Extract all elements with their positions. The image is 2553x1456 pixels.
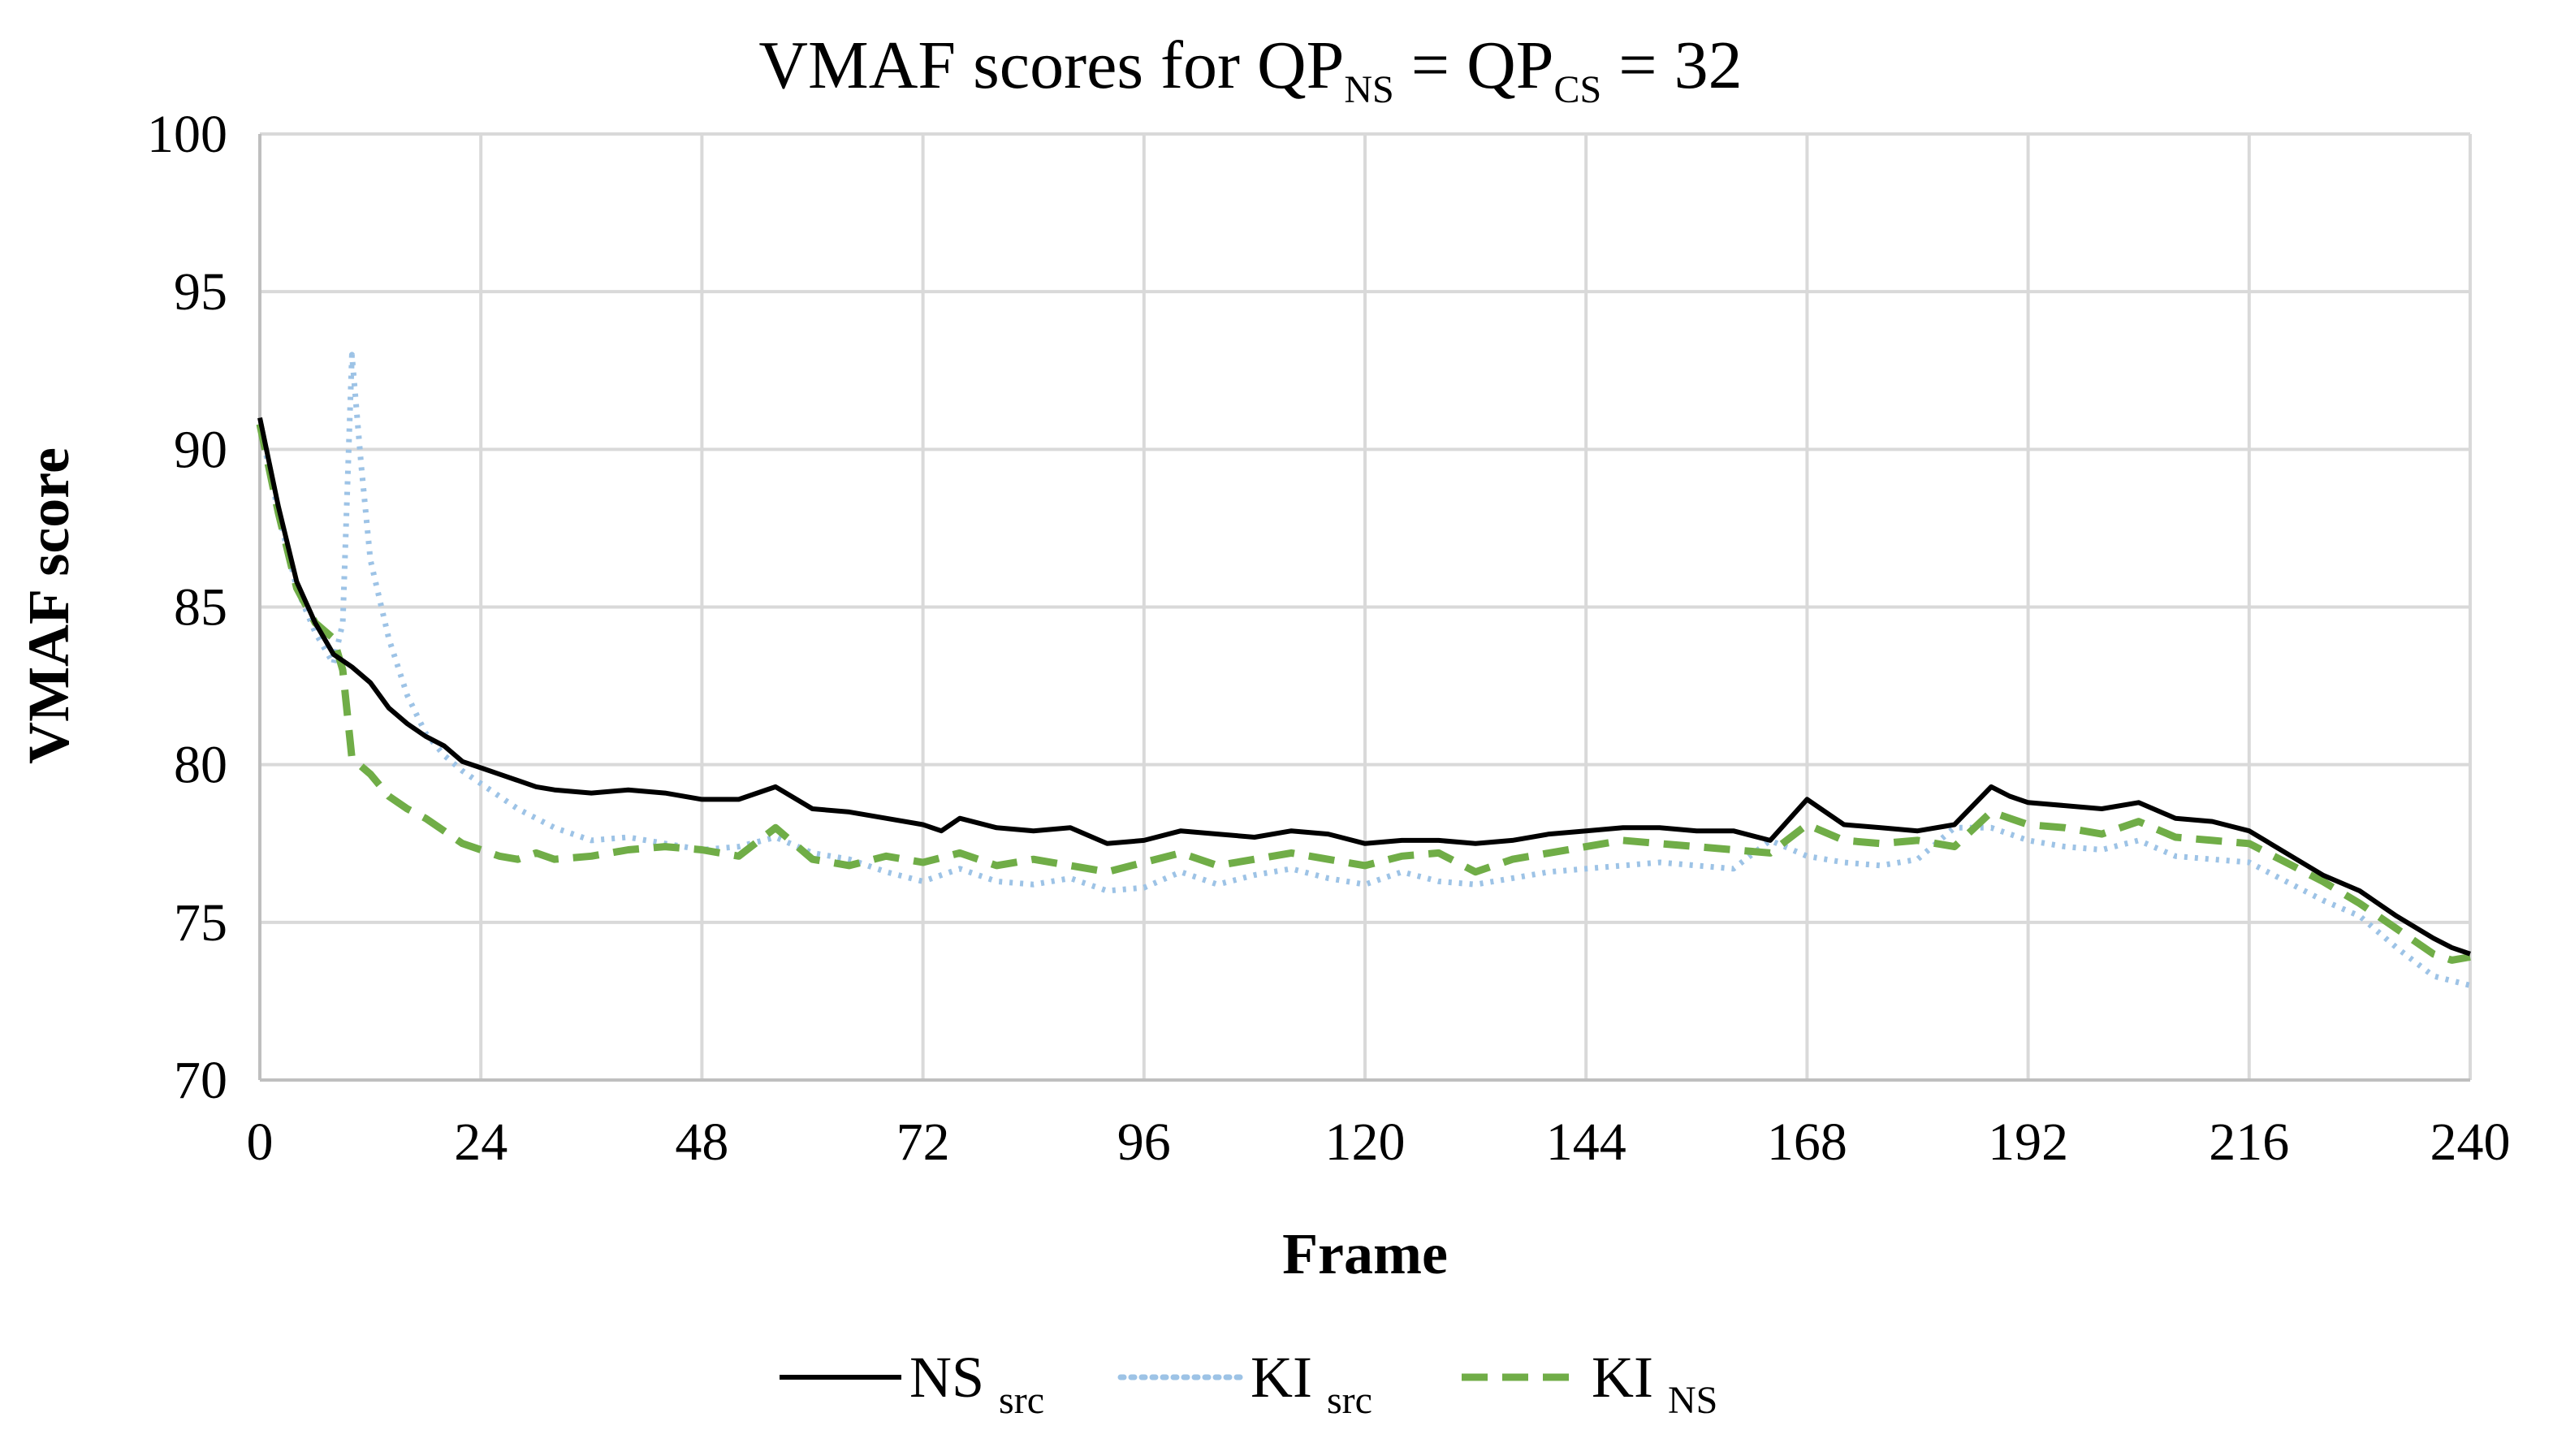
y-tick-label: 75 (174, 893, 227, 953)
gridlines (260, 132, 2472, 1080)
x-tick-label: 96 (1117, 1113, 1171, 1172)
y-tick-label: 80 (174, 736, 227, 795)
title-mid: = QP (1394, 28, 1554, 103)
x-tick-label: 144 (1546, 1113, 1626, 1172)
x-axis-title: Frame (1282, 1221, 1448, 1286)
y-axis-title: VMAF score (16, 447, 81, 764)
data-series (256, 352, 2471, 988)
title-suffix: = 32 (1601, 28, 1742, 103)
legend-label-ki-ns: KI NS (1592, 1345, 1717, 1422)
y-tick-label: 95 (174, 262, 227, 322)
legend-label-ki-src: KI src (1251, 1345, 1372, 1422)
x-tick-label: 24 (454, 1113, 508, 1172)
x-tick-label: 48 (675, 1113, 728, 1172)
y-tick-label: 90 (174, 420, 227, 479)
axes: 70 75 80 85 90 95 100 0 24 48 72 96 120 144 168 192 216 2… (147, 105, 2511, 1172)
x-tick-label: 0 (247, 1113, 274, 1172)
title-sub-ns: NS (1344, 68, 1393, 111)
x-tick-label: 216 (2209, 1113, 2289, 1172)
legend-label-ns-src: NS src (909, 1345, 1044, 1422)
chart-title: VMAF scores for QPNS = QPCS = 32 (758, 28, 1742, 111)
x-tick-label: 120 (1325, 1113, 1406, 1172)
y-tick-label: 100 (147, 105, 227, 164)
x-tick-label: 240 (2430, 1113, 2511, 1172)
legend: NS src KI src KI NS (780, 1345, 1717, 1422)
y-tick-label: 70 (174, 1051, 227, 1110)
x-tick-label: 168 (1767, 1113, 1847, 1172)
x-tick-label: 192 (1988, 1113, 2068, 1172)
title-sub-cs: CS (1554, 68, 1602, 111)
y-tick-label: 85 (174, 578, 227, 637)
title-prefix: VMAF scores for QP (758, 28, 1344, 103)
series-line-ns-src (257, 417, 2471, 957)
x-tick-label: 72 (896, 1113, 950, 1172)
